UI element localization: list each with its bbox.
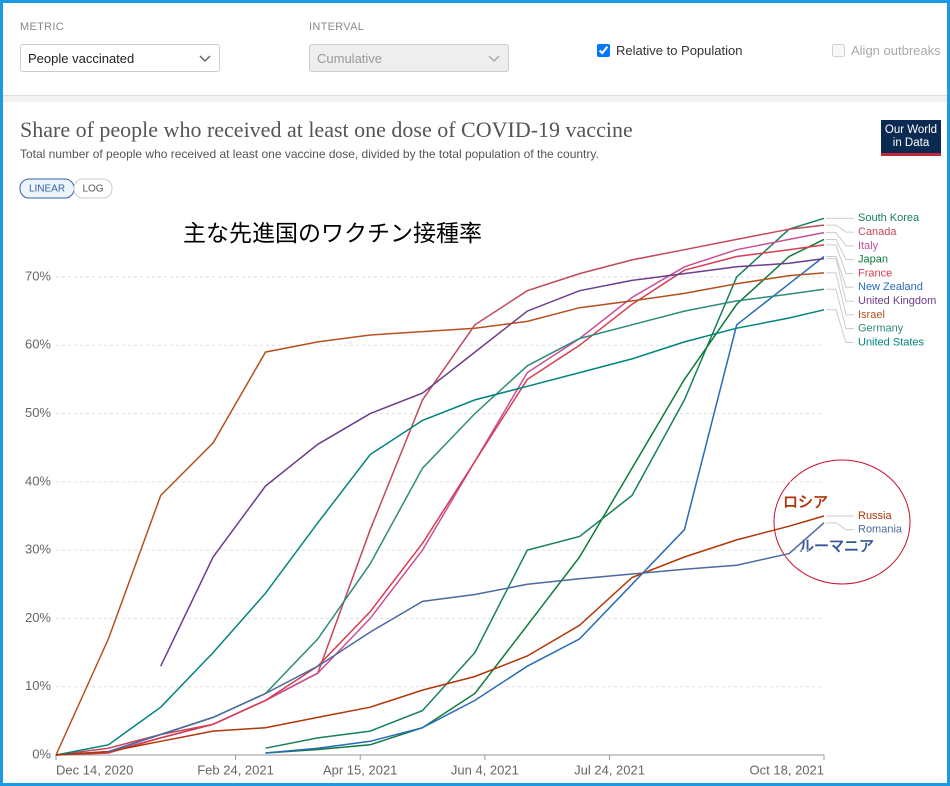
separator: [3, 96, 947, 102]
annotation: ロシア: [783, 494, 828, 511]
interval-value: Cumulative: [317, 51, 383, 66]
series-line: [160, 257, 825, 667]
annotation: 主な先進国のワクチン接種率: [183, 220, 482, 246]
chart: Share of people who received at least on…: [19, 117, 941, 777]
legend-label: United States: [858, 336, 925, 348]
chevron: [199, 55, 211, 63]
y-tick-label: 0%: [32, 746, 51, 761]
logo: [881, 120, 941, 156]
logo-text: Our World: [885, 124, 937, 136]
y-tick-label: 20%: [25, 610, 51, 625]
legend-leader: [826, 288, 854, 330]
y-tick-label: 60%: [25, 337, 51, 352]
legend-leader: [826, 272, 854, 316]
interval-select: Cumulative: [309, 44, 509, 72]
y-tick-label: 40%: [25, 473, 51, 488]
x-tick-label: Feb 24, 2021: [197, 762, 274, 777]
legend-label: South Korea: [858, 212, 920, 224]
legend-label: Japan: [858, 254, 888, 266]
relative-label: Relative to Population: [616, 43, 743, 58]
chart-subtitle: Total number of people who received at l…: [20, 147, 599, 161]
align-checkbox: Align outbreaks: [832, 43, 941, 58]
highlight-circle: [773, 459, 911, 585]
legend-label: New Zealand: [858, 281, 923, 293]
checkbox[interactable]: [597, 44, 610, 57]
series-line: [265, 255, 825, 754]
legend-leader: [826, 238, 854, 261]
x-tick-label: Jun 4, 2021: [451, 762, 519, 777]
metric-select[interactable]: People vaccinated: [20, 44, 220, 72]
annotation: ルーマニア: [799, 538, 874, 555]
series-line: [55, 272, 825, 756]
legend-leader: [826, 258, 854, 302]
log-label: LOG: [82, 184, 103, 195]
y-tick-label: 70%: [25, 268, 51, 283]
x-tick-label: Jul 24, 2021: [574, 762, 645, 777]
chart-title: Share of people who received at least on…: [20, 117, 633, 142]
logo-bar: [881, 153, 941, 156]
y-tick-label: 50%: [25, 405, 51, 420]
align-label: Align outbreaks: [851, 43, 941, 58]
series-line: [55, 231, 825, 756]
metric-value: People vaccinated: [28, 51, 135, 66]
relative-checkbox[interactable]: Relative to Population: [597, 43, 742, 58]
linear-label: LINEAR: [29, 184, 65, 195]
metric-label: METRIC: [20, 21, 64, 33]
logo-text: in Data: [893, 137, 930, 149]
legend-leader: [826, 256, 854, 288]
legend-label: United Kingdom: [858, 295, 936, 307]
y-tick-label: 10%: [25, 678, 51, 693]
chevron: [488, 55, 500, 63]
controls: METRIC People vaccinated INTERVAL Cumula…: [3, 3, 947, 96]
series-line: [55, 224, 825, 756]
legend-leader: [826, 232, 854, 247]
series-line: [265, 238, 825, 754]
x-tick-label: Apr 15, 2021: [323, 762, 397, 777]
legend-leader: [826, 309, 854, 343]
x-tick-label: Dec 14, 2020: [56, 762, 133, 777]
interval-label: INTERVAL: [309, 21, 365, 33]
legend-leader: [826, 224, 854, 233]
x-tick-label: Oct 18, 2021: [750, 762, 824, 777]
legend-label: Germany: [858, 323, 904, 335]
legend-label: Romania: [858, 524, 903, 536]
legend-label: Israel: [858, 309, 885, 321]
series-line: [55, 309, 825, 756]
legend-label: Italy: [858, 240, 879, 252]
legend-label: Russia: [858, 510, 893, 522]
legend-label: France: [858, 267, 892, 279]
series-line: [55, 515, 825, 756]
series-line: [265, 217, 825, 749]
series-line: [55, 244, 825, 756]
log-button[interactable]: [73, 178, 113, 199]
legend-leader: [826, 244, 854, 274]
checkbox: [832, 44, 845, 57]
series-line: [108, 522, 825, 753]
legend-label: Canada: [858, 226, 897, 238]
legend-leader: [826, 522, 854, 531]
y-tick-label: 30%: [25, 542, 51, 557]
